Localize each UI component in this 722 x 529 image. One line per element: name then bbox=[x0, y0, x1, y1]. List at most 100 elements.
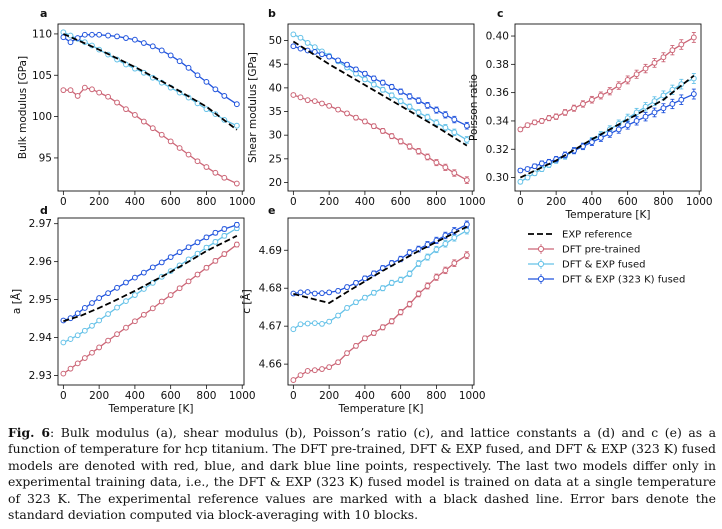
y-tick-label: 0.40 bbox=[486, 31, 509, 43]
x-tick-label: 0 bbox=[290, 196, 297, 208]
data-point bbox=[335, 359, 341, 366]
data-point bbox=[297, 289, 304, 296]
series-dft-pre-trained-line bbox=[520, 36, 695, 130]
legend: EXP reference DFT pre-trained DFT & EXP fu… bbox=[528, 230, 685, 286]
data-point bbox=[304, 368, 311, 374]
data-point bbox=[149, 264, 156, 271]
data-point bbox=[424, 154, 431, 160]
x-axis-label: Temperature [K] bbox=[338, 403, 424, 415]
data-point bbox=[344, 61, 350, 68]
y-tick-label: 2.97 bbox=[29, 218, 52, 230]
data-point bbox=[304, 289, 311, 295]
data-point bbox=[203, 264, 210, 271]
data-point bbox=[606, 130, 613, 137]
data-point bbox=[149, 125, 156, 132]
data-point bbox=[311, 44, 318, 51]
data-point bbox=[335, 287, 341, 294]
x-tick-label: 600 bbox=[618, 196, 638, 208]
data-point bbox=[379, 285, 386, 292]
series-line-exp-reference bbox=[293, 225, 468, 304]
data-point bbox=[442, 240, 449, 247]
data-point bbox=[344, 305, 350, 311]
panel-e: e 0 200 400 600 800 1000 4.66 4.67 4.68 4.69 Temper… bbox=[240, 204, 486, 415]
plot-area bbox=[290, 220, 470, 383]
data-point bbox=[123, 298, 129, 305]
data-point bbox=[311, 320, 318, 327]
data-point bbox=[212, 229, 219, 236]
data-point bbox=[353, 343, 359, 349]
data-point bbox=[194, 271, 201, 278]
x-axis-label: Temperature [K] bbox=[565, 209, 651, 221]
x-tick-label: 800 bbox=[426, 196, 446, 208]
data-point bbox=[362, 275, 368, 282]
data-point bbox=[451, 170, 458, 176]
data-point bbox=[132, 274, 138, 281]
data-point bbox=[451, 260, 458, 267]
data-point bbox=[114, 284, 120, 291]
series-line-exp-reference bbox=[292, 40, 468, 147]
data-point bbox=[176, 285, 183, 292]
data-point bbox=[660, 92, 667, 99]
data-point bbox=[633, 118, 640, 124]
data-point bbox=[319, 51, 325, 58]
data-point bbox=[379, 128, 386, 134]
data-point bbox=[167, 254, 174, 260]
data-point bbox=[538, 160, 545, 167]
data-point bbox=[158, 47, 165, 54]
data-point bbox=[451, 116, 458, 123]
data-point bbox=[335, 312, 341, 319]
data-point bbox=[233, 122, 240, 129]
plot-area bbox=[60, 29, 240, 187]
data-point bbox=[406, 249, 413, 256]
data-point bbox=[326, 318, 333, 325]
data-point bbox=[221, 226, 228, 232]
data-point bbox=[370, 289, 377, 296]
y-tick-label: 40 bbox=[269, 82, 282, 94]
legend-marker bbox=[537, 260, 545, 268]
data-point bbox=[311, 98, 318, 105]
data-point bbox=[123, 324, 129, 331]
data-point bbox=[424, 114, 431, 121]
data-point bbox=[74, 332, 81, 339]
data-point bbox=[167, 138, 174, 145]
legend-label: EXP reference bbox=[562, 230, 632, 241]
data-point bbox=[397, 98, 404, 105]
data-point bbox=[633, 109, 640, 116]
data-point bbox=[388, 133, 395, 140]
panel-b: b 0 200 400 600 800 1000 20 25 30 35 40 45 50 Shear mo… bbox=[247, 7, 486, 208]
data-point bbox=[233, 241, 240, 248]
series-dft-pre-trained-line bbox=[293, 94, 468, 181]
x-tick-label: 400 bbox=[355, 390, 375, 402]
data-point bbox=[517, 126, 524, 133]
y-tick-label: 2.94 bbox=[29, 332, 53, 344]
data-point bbox=[442, 111, 449, 118]
data-point bbox=[96, 344, 103, 351]
x-tick-label: 400 bbox=[582, 196, 602, 208]
y-tick-label: 0.34 bbox=[486, 115, 510, 127]
data-point bbox=[212, 86, 219, 93]
data-point bbox=[642, 65, 649, 72]
data-point bbox=[406, 270, 413, 277]
x-tick-label: 200 bbox=[89, 196, 109, 208]
data-point bbox=[74, 310, 81, 317]
data-point bbox=[185, 64, 192, 71]
caption-text: : Bulk modulus (a), shear modulus (b), P… bbox=[8, 425, 716, 523]
data-point bbox=[297, 372, 304, 379]
data-point bbox=[67, 365, 74, 372]
y-axis-label: c [Å] bbox=[240, 289, 253, 314]
data-point bbox=[442, 267, 449, 274]
data-point bbox=[531, 163, 538, 170]
data-point bbox=[678, 96, 685, 103]
data-point bbox=[96, 317, 103, 324]
plot-area bbox=[290, 31, 470, 184]
data-point bbox=[651, 109, 658, 116]
data-point bbox=[67, 87, 74, 94]
data-point bbox=[290, 92, 297, 98]
data-point bbox=[132, 318, 138, 325]
axes-frame bbox=[287, 23, 475, 192]
data-point bbox=[624, 122, 631, 129]
data-point bbox=[651, 98, 658, 105]
legend-item: DFT pre-trained bbox=[528, 244, 640, 256]
data-point bbox=[326, 289, 333, 296]
